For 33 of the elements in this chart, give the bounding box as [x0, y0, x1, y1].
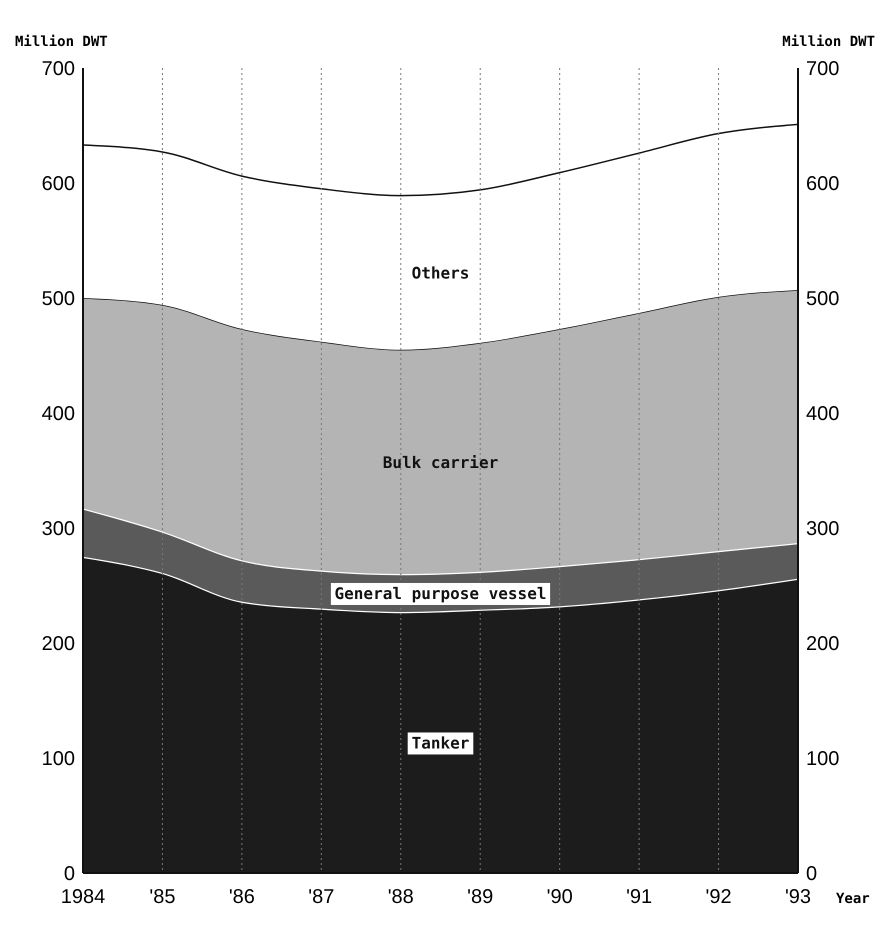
x-tick-label: '86 [228, 886, 255, 908]
y2-tick-label: 400 [806, 403, 840, 425]
series-label: General purpose vessel [334, 584, 546, 603]
y-tick-label: 300 [42, 518, 75, 540]
y2-tick-label: 700 [806, 58, 840, 80]
y2-tick-label: 500 [806, 288, 840, 310]
y-axis-title: Million DWT [15, 34, 108, 50]
y-tick-label: 500 [42, 288, 75, 310]
x-tick-label: '92 [706, 886, 732, 908]
y2-tick-label: 0 [806, 863, 818, 885]
y-tick-label: 200 [42, 633, 75, 655]
x-axis-title: Year [836, 891, 870, 907]
x-tick-label: '87 [308, 886, 334, 908]
y2-tick-label: 100 [806, 748, 840, 770]
series-label: Bulk carrier [382, 452, 498, 472]
y-tick-label: 600 [42, 173, 75, 195]
series-label: Tanker [412, 733, 470, 752]
x-tick-label: '90 [546, 886, 573, 908]
y-tick-label: 0 [64, 863, 75, 885]
y-tick-label: 100 [42, 748, 75, 770]
y2-axis-title: Million DWT [782, 34, 875, 50]
y-tick-label: 400 [42, 403, 75, 425]
y-tick-label: 700 [42, 58, 75, 80]
x-tick-label: 1984 [60, 886, 106, 908]
x-tick-label: '88 [388, 886, 414, 908]
x-tick-label: '89 [467, 886, 494, 908]
x-tick-label: '93 [784, 886, 812, 908]
y2-tick-label: 300 [806, 518, 840, 540]
y2-tick-label: 600 [806, 173, 840, 195]
y2-tick-label: 200 [806, 633, 840, 655]
x-tick-label: '91 [626, 886, 652, 908]
x-tick-label: '85 [149, 886, 176, 908]
series-label: Others [412, 264, 470, 283]
